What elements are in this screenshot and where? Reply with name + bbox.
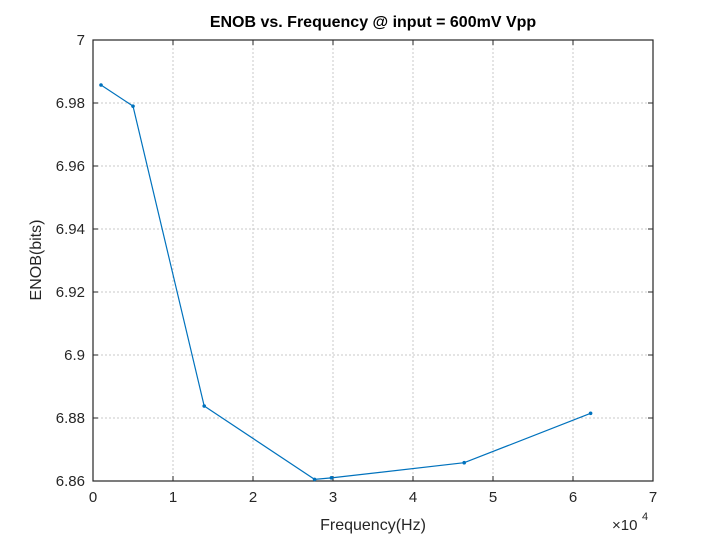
- chart-title: ENOB vs. Frequency @ input = 600mV Vpp: [210, 14, 537, 31]
- data-point: [131, 104, 135, 108]
- data-point: [329, 476, 334, 480]
- plot-area-border: [92, 39, 654, 482]
- x-tick-label: 6: [569, 489, 577, 506]
- y-tick-label: 6.92: [56, 284, 85, 301]
- x-tick-label: 5: [489, 489, 497, 506]
- y-tick-label: 7: [77, 32, 85, 49]
- y-tick-label: 6.98: [56, 95, 85, 112]
- data-point: [202, 404, 206, 408]
- y-axis-ticks: 6.86 6.88 6.9 6.92 6.94 6.96 6.98 7: [56, 32, 653, 490]
- x-tick-label: 3: [329, 489, 337, 506]
- data-point: [588, 411, 593, 416]
- x-multiplier-base: ×10: [612, 517, 637, 534]
- x-tick-label: 0: [89, 489, 97, 506]
- data-point: [99, 83, 103, 87]
- y-tick-label: 6.9: [64, 347, 85, 364]
- x-multiplier-exponent: 4: [642, 511, 648, 523]
- grid-lines: [93, 40, 653, 481]
- data-point: [462, 460, 467, 465]
- x-multiplier: ×10 4: [612, 511, 648, 534]
- data-point-markers: [99, 83, 593, 482]
- y-tick-label: 6.86: [56, 473, 85, 490]
- y-tick-label: 6.88: [56, 410, 85, 427]
- y-axis-label: ENOB(bits): [28, 220, 45, 301]
- x-tick-label: 2: [249, 489, 257, 506]
- data-point: [312, 477, 317, 482]
- enob-series-line: [100, 84, 591, 481]
- x-tick-label: 1: [169, 489, 177, 506]
- x-axis-label: Frequency(Hz): [320, 517, 426, 534]
- x-tick-label: 4: [409, 489, 417, 506]
- y-tick-label: 6.94: [56, 221, 85, 238]
- x-axis-ticks: 0 1 2 3 4 5 6 7: [89, 40, 657, 506]
- x-tick-label: 7: [649, 489, 657, 506]
- y-tick-label: 6.96: [56, 158, 85, 175]
